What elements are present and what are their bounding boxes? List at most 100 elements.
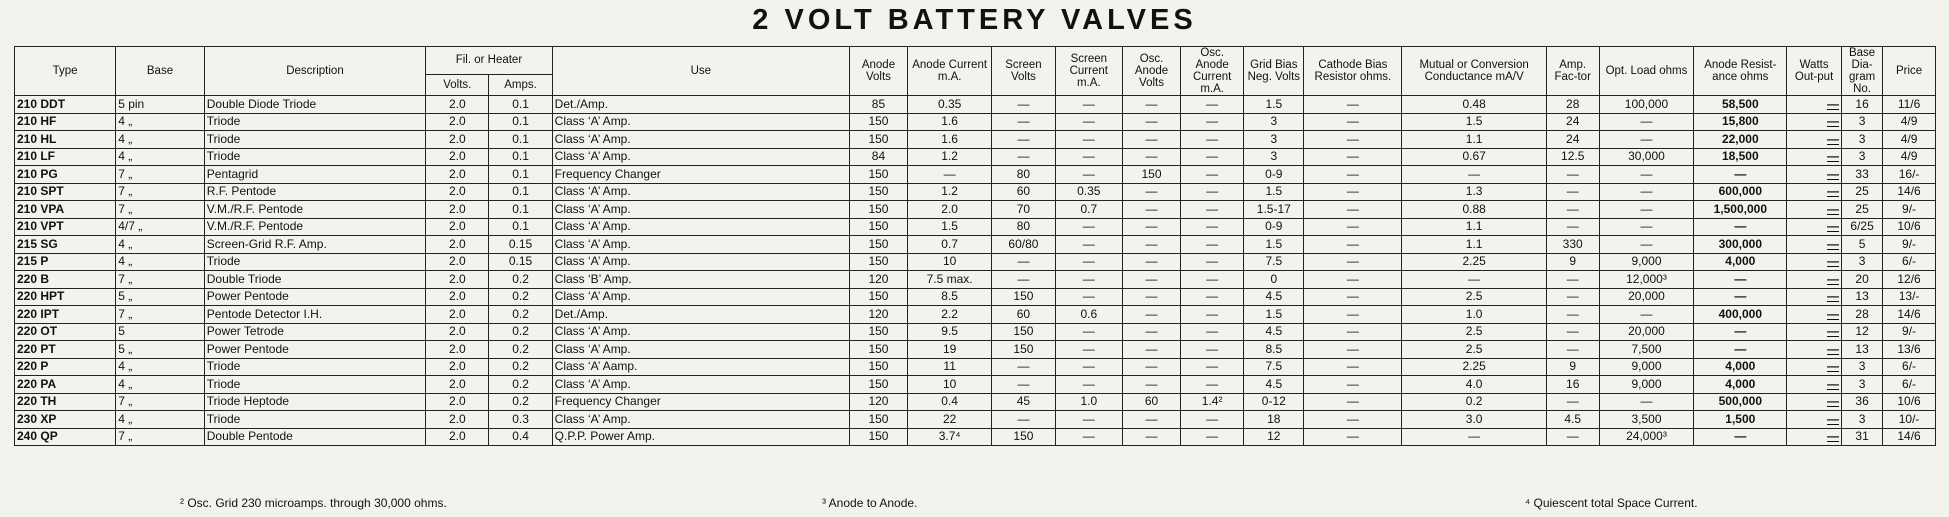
table-cell: 12/6 bbox=[1882, 270, 1936, 289]
table-cell: Frequency Changer bbox=[551, 165, 850, 184]
table-cell: 16 bbox=[1841, 95, 1884, 114]
table-cell: — bbox=[1786, 147, 1843, 166]
table-cell: 10/6 bbox=[1882, 392, 1936, 411]
table-cell: — bbox=[1180, 322, 1245, 341]
table-cell: R.F. Pentode bbox=[203, 182, 427, 201]
table-cell: 9/- bbox=[1882, 200, 1936, 219]
table-cell: 1.0 bbox=[1401, 305, 1547, 324]
table-cell: 14/6 bbox=[1882, 427, 1936, 446]
table-cell: Double Triode bbox=[203, 270, 427, 289]
table-cell: 12 bbox=[1243, 427, 1305, 446]
header-description: Description bbox=[203, 46, 427, 96]
table-cell: 60/80 bbox=[991, 235, 1056, 254]
table-cell: 1.3 bbox=[1401, 182, 1547, 201]
table-cell: 4/9 bbox=[1882, 130, 1936, 149]
table-cell: — bbox=[1693, 322, 1788, 341]
table-cell: 0.2 bbox=[488, 340, 553, 359]
table-cell: 5 pin bbox=[115, 95, 205, 114]
header-screen-current: Screen Current m.A. bbox=[1054, 46, 1124, 96]
table-cell: — bbox=[1122, 427, 1182, 446]
table-cell: 220 HPT bbox=[13, 287, 117, 306]
table-cell: 150 bbox=[991, 322, 1056, 341]
table-cell: V.M./R.F. Pentode bbox=[203, 200, 427, 219]
table-cell: 9,000 bbox=[1598, 357, 1695, 376]
table-cell: Triode bbox=[203, 375, 427, 394]
table-cell: 12,000³ bbox=[1598, 270, 1695, 289]
table-cell: 0.2 bbox=[488, 270, 553, 289]
table-cell: 4 „ bbox=[115, 130, 205, 149]
table-cell: — bbox=[1054, 147, 1124, 166]
table-cell: — bbox=[1180, 287, 1245, 306]
table-cell: 4 „ bbox=[115, 112, 205, 131]
header-price: Price bbox=[1882, 46, 1936, 96]
table-cell: — bbox=[1401, 427, 1547, 446]
table-cell: — bbox=[1303, 322, 1403, 341]
table-cell: 150 bbox=[991, 427, 1056, 446]
table-cell: 4 „ bbox=[115, 235, 205, 254]
table-cell: 18,500 bbox=[1693, 147, 1788, 166]
table-cell: 150 bbox=[848, 182, 908, 201]
table-cell: 1,500 bbox=[1693, 410, 1788, 429]
table-cell: — bbox=[1054, 130, 1124, 149]
table-cell: Class ‘A’ Amp. bbox=[551, 147, 850, 166]
table-cell: 2.0 bbox=[425, 427, 490, 446]
table-cell: 0.6 bbox=[1054, 305, 1124, 324]
table-cell: 220 PT bbox=[13, 340, 117, 359]
table-cell: — bbox=[1054, 112, 1124, 131]
table-cell: 0.88 bbox=[1401, 200, 1547, 219]
header-screen-volts: Screen Volts bbox=[991, 46, 1056, 96]
table-cell: 2.5 bbox=[1401, 322, 1547, 341]
table-cell: — bbox=[1545, 287, 1600, 306]
table-cell: — bbox=[1180, 235, 1245, 254]
table-cell: 2.0 bbox=[425, 217, 490, 236]
table-cell: 4/9 bbox=[1882, 147, 1936, 166]
table-cell: 0.7 bbox=[1054, 200, 1124, 219]
table-cell: 10 bbox=[906, 375, 993, 394]
table-cell: — bbox=[1693, 217, 1788, 236]
table-cell: — bbox=[1122, 270, 1182, 289]
table-cell: 210 LF bbox=[13, 147, 117, 166]
table-cell: — bbox=[1180, 130, 1245, 149]
table-cell: — bbox=[1303, 392, 1403, 411]
table-cell: — bbox=[1303, 410, 1403, 429]
table-cell: 0-12 bbox=[1243, 392, 1305, 411]
table-cell: 2.0 bbox=[425, 130, 490, 149]
table-row: 220 HPT 5 „ Power Pentode 2.0 0.2 Class ‘A’ A… bbox=[13, 287, 1936, 306]
table-cell: — bbox=[1122, 357, 1182, 376]
table-cell: 7.5 bbox=[1243, 252, 1305, 271]
table-cell: 1.5 bbox=[1243, 235, 1305, 254]
table-cell: 2.25 bbox=[1401, 252, 1547, 271]
table-cell: 1.1 bbox=[1401, 217, 1547, 236]
table-cell: — bbox=[1122, 322, 1182, 341]
table-cell: — bbox=[1545, 165, 1600, 184]
table-cell: 150 bbox=[848, 410, 908, 429]
table-cell: 8.5 bbox=[906, 287, 993, 306]
table-cell: 3.0 bbox=[1401, 410, 1547, 429]
table-cell: — bbox=[1180, 270, 1245, 289]
table-cell: — bbox=[1303, 270, 1403, 289]
table-cell: 80 bbox=[991, 165, 1056, 184]
table-cell: 4/7 „ bbox=[115, 217, 205, 236]
table-cell: — bbox=[1303, 235, 1403, 254]
table-cell: 6/- bbox=[1882, 375, 1936, 394]
table-cell: — bbox=[906, 165, 993, 184]
table-cell: 400,000 bbox=[1693, 305, 1788, 324]
table-cell: 500,000 bbox=[1693, 392, 1788, 411]
table-row: 230 XP 4 „ Triode 2.0 0.3 Class ‘A’ Amp. 150 22… bbox=[13, 410, 1936, 429]
table-cell: — bbox=[1598, 130, 1695, 149]
table-cell: Pentagrid bbox=[203, 165, 427, 184]
table-cell: 2.0 bbox=[425, 252, 490, 271]
table-cell: 0.15 bbox=[488, 252, 553, 271]
table-cell: 210 PG bbox=[13, 165, 117, 184]
table-cell: 3,500 bbox=[1598, 410, 1695, 429]
table-cell: 100,000 bbox=[1598, 95, 1695, 114]
table-cell: 150 bbox=[991, 340, 1056, 359]
table-cell: 1.5 bbox=[1401, 112, 1547, 131]
table-cell: 25 bbox=[1841, 200, 1884, 219]
table-cell: 0.1 bbox=[488, 182, 553, 201]
table-cell: 2.0 bbox=[425, 95, 490, 114]
table-cell: 0 bbox=[1243, 270, 1305, 289]
table-cell: 0.7 bbox=[906, 235, 993, 254]
table-cell: Det./Amp. bbox=[551, 95, 850, 114]
table-cell: — bbox=[1786, 270, 1843, 289]
